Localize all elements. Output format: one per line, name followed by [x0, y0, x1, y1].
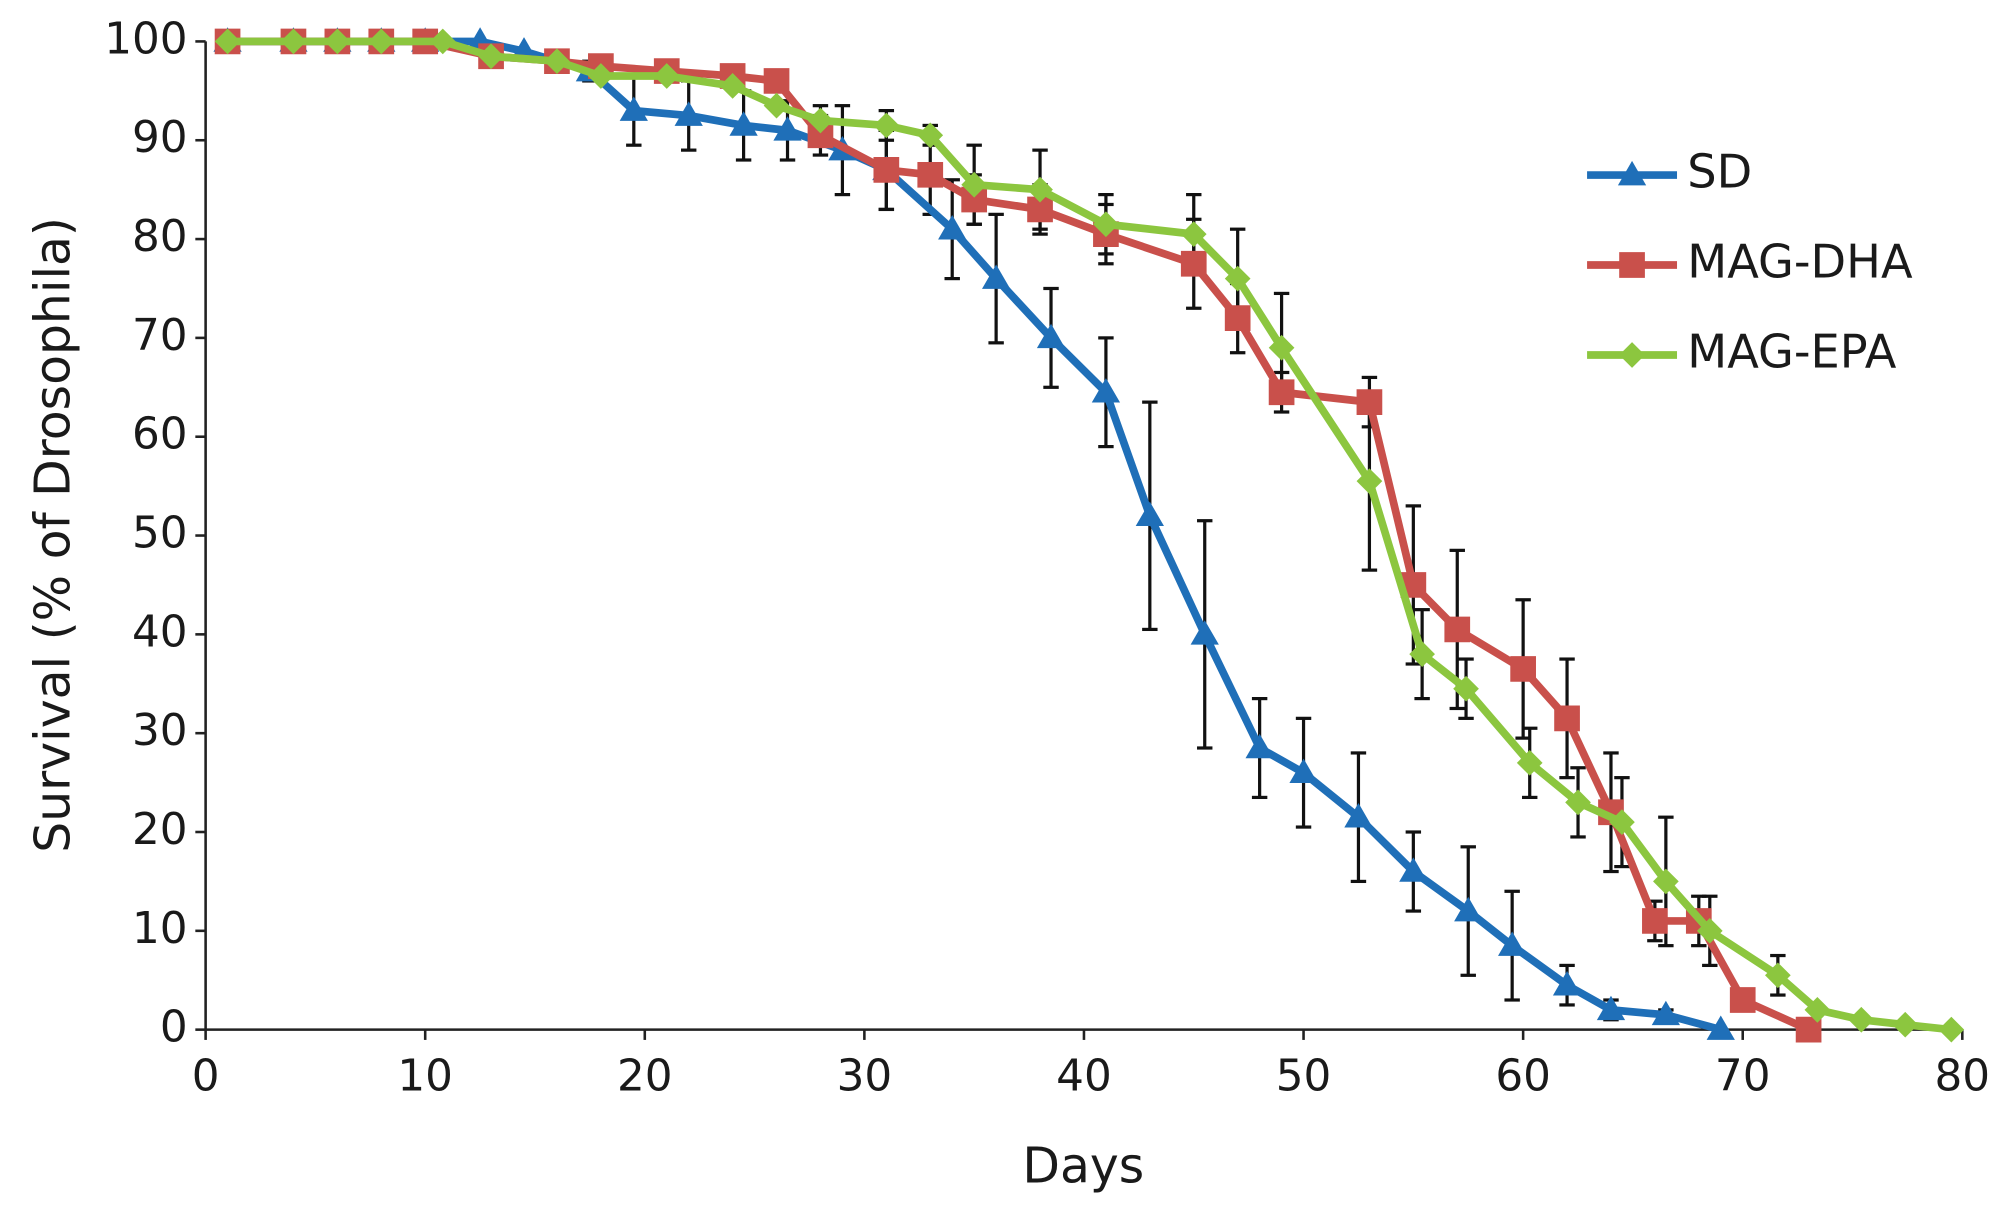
legend-marker: [1619, 252, 1645, 278]
data-point: [214, 28, 241, 55]
data-point: [1180, 250, 1207, 277]
legend-label: SD: [1687, 145, 1752, 199]
data-point: [1027, 196, 1053, 223]
data-point: [368, 28, 395, 55]
y-tick-label: 80: [132, 211, 188, 262]
data-point: [1268, 379, 1295, 406]
y-tick-label: 30: [132, 705, 188, 756]
y-tick-label: 0: [160, 1002, 188, 1053]
data-point: [1409, 641, 1435, 667]
data-point: [1795, 1016, 1822, 1043]
y-tick-label: 100: [104, 13, 187, 64]
data-point: [588, 63, 614, 89]
data-point: [873, 157, 900, 183]
y-tick-label: 50: [132, 508, 188, 559]
data-point: [1729, 987, 1756, 1013]
data-point: [1565, 789, 1591, 816]
data-point: [1444, 616, 1471, 643]
y-tick-label: 90: [132, 112, 188, 163]
data-point: [763, 68, 790, 94]
data-point: [1190, 620, 1219, 645]
y-tick-label: 20: [132, 804, 188, 855]
data-point: [719, 73, 746, 99]
data-point: [1892, 1011, 1919, 1038]
data-point: [1036, 323, 1066, 349]
data-point: [429, 28, 456, 55]
data-point: [938, 215, 967, 240]
y-tick-label: 40: [132, 606, 188, 657]
y-tick-label: 60: [132, 409, 188, 460]
x-tick-label: 80: [1935, 1050, 1991, 1101]
data-point: [1091, 378, 1121, 403]
x-tick-label: 60: [1495, 1050, 1551, 1101]
data-point: [1642, 908, 1668, 934]
data-point: [873, 112, 900, 139]
data-point: [1454, 896, 1483, 922]
y-axis-title: Survival (% of Drosophila): [25, 217, 82, 853]
data-point: [1356, 389, 1383, 415]
data-point: [1510, 656, 1536, 682]
data-point: [1651, 1000, 1681, 1026]
data-point: [674, 101, 703, 126]
data-point: [1399, 857, 1428, 882]
data-point: [1344, 803, 1373, 828]
data-point: [961, 186, 988, 213]
data-point: [917, 161, 944, 188]
data-point: [1453, 675, 1479, 702]
x-tick-label: 50: [1276, 1050, 1332, 1101]
data-point: [1268, 334, 1295, 361]
data-point: [1180, 221, 1207, 247]
data-point: [1696, 917, 1723, 944]
data-point: [773, 116, 802, 141]
data-point: [807, 122, 834, 149]
data-point: [1706, 1015, 1735, 1040]
data-point: [1609, 809, 1635, 835]
legend-marker: [1617, 160, 1647, 186]
x-tick-label: 20: [617, 1050, 673, 1101]
y-tick-label: 70: [132, 310, 188, 361]
x-tick-label: 10: [397, 1050, 453, 1101]
x-tick-label: 0: [192, 1050, 220, 1101]
data-point: [981, 264, 1011, 289]
data-point: [1516, 749, 1543, 776]
data-point: [1135, 501, 1164, 527]
x-tick-label: 40: [1056, 1050, 1112, 1101]
data-point: [280, 28, 307, 55]
data-point: [917, 122, 944, 149]
data-point: [1765, 962, 1791, 989]
data-point: [1356, 468, 1383, 495]
data-point: [1938, 1016, 1965, 1043]
data-point: [1596, 995, 1626, 1021]
data-point: [1552, 971, 1582, 996]
data-point: [729, 111, 758, 136]
data-point: [619, 96, 648, 121]
data-point: [324, 28, 351, 55]
data-point: [1653, 868, 1679, 895]
data-point: [1848, 1006, 1875, 1033]
y-tick-label: 10: [132, 903, 188, 954]
data-point: [1554, 705, 1580, 732]
x-tick-label: 70: [1715, 1050, 1771, 1101]
x-tick-label: 30: [837, 1050, 893, 1101]
data-point: [1289, 758, 1318, 783]
legend-label: MAG-EPA: [1687, 324, 1896, 378]
data-point: [1245, 733, 1274, 759]
x-axis-title: Days: [1022, 1138, 1144, 1195]
data-point: [1224, 265, 1251, 292]
data-point: [1224, 305, 1251, 331]
data-point: [1498, 931, 1527, 956]
data-point: [653, 63, 680, 89]
data-point: [1027, 176, 1053, 203]
legend-marker: [1619, 342, 1645, 368]
data-point: [1093, 211, 1119, 238]
legend-label: MAG-DHA: [1687, 235, 1913, 289]
data-point: [478, 43, 504, 70]
